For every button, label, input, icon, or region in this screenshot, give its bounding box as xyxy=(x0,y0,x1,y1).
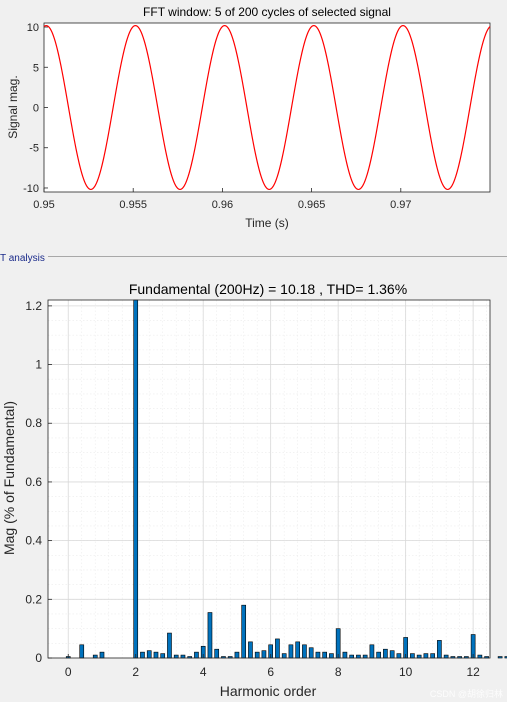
harmonic-bar xyxy=(437,640,442,659)
watermark: CSDN @胡徐归林 xyxy=(429,689,503,699)
signal-x-tick-label: 0.96 xyxy=(212,199,233,211)
harmonic-y-tick-label: 0.2 xyxy=(25,592,42,606)
signal-y-tick-label: 0 xyxy=(33,103,39,115)
harmonic-y-tick-label: 1 xyxy=(35,358,42,372)
section-label: T analysis xyxy=(0,253,48,265)
harmonic-bar xyxy=(153,651,159,659)
signal-x-tick-label: 0.97 xyxy=(390,199,411,211)
harmonic-bar xyxy=(389,650,395,659)
harmonic-ticks: 0 2 4 6 8 10 12 0 0.2 0.4 0.6 0.8 1 1.2 xyxy=(25,299,480,679)
harmonic-bar xyxy=(416,654,422,659)
harmonic-bar xyxy=(410,653,415,659)
harmonic-bar xyxy=(376,651,381,659)
harmonic-bar xyxy=(194,651,199,659)
harmonic-bar xyxy=(173,654,179,659)
harmonic-y-axis-label: Mag (% of Fundamental) xyxy=(1,401,17,555)
harmonic-bar xyxy=(477,654,483,659)
harmonic-bar xyxy=(315,651,321,659)
signal-chart: 0.95 0.955 0.96 0.965 0.97 -10 -5 0 5 10 FFT wind… xyxy=(6,5,491,230)
harmonic-bar xyxy=(180,654,186,659)
signal-y-tick-label: 10 xyxy=(27,22,39,34)
harmonic-x-tick-label: 4 xyxy=(200,665,207,679)
harmonic-bar xyxy=(234,651,240,659)
harmonic-bar xyxy=(167,632,172,659)
harmonic-chart-title: Fundamental (200Hz) = 10.18 , THD= 1.36% xyxy=(129,281,407,297)
harmonic-bar xyxy=(140,651,145,659)
harmonic-bar xyxy=(146,650,152,659)
harmonic-bar xyxy=(356,654,361,659)
harmonic-bar xyxy=(92,654,98,659)
harmonic-bar xyxy=(443,654,449,659)
harmonic-bar xyxy=(214,648,220,659)
harmonic-bar xyxy=(275,638,280,659)
harmonic-bar xyxy=(288,644,294,659)
harmonic-bar xyxy=(302,644,307,659)
harmonic-x-tick-label: 10 xyxy=(399,665,413,679)
signal-y-tick-label: -10 xyxy=(23,183,39,195)
harmonic-x-tick-label: 6 xyxy=(267,665,274,679)
harmonic-bar xyxy=(423,653,429,659)
harmonic-bar xyxy=(295,641,300,659)
harmonic-x-tick-label: 2 xyxy=(132,665,139,679)
harmonic-y-tick-label: 0.4 xyxy=(25,534,42,548)
harmonic-bar xyxy=(79,644,85,659)
harmonic-bar xyxy=(281,653,287,659)
harmonic-bar xyxy=(207,612,213,659)
harmonic-bar xyxy=(349,654,354,659)
harmonic-bar xyxy=(497,656,503,659)
harmonic-plot-area xyxy=(48,300,490,658)
harmonic-bar xyxy=(396,653,402,659)
signal-chart-title: FFT window: 5 of 200 cycles of selected … xyxy=(143,5,391,19)
harmonic-bar xyxy=(160,653,166,659)
harmonic-bar xyxy=(342,651,348,659)
harmonic-bar xyxy=(362,654,368,659)
signal-x-tick-label: 0.95 xyxy=(33,199,54,211)
signal-y-tick-label: 5 xyxy=(33,62,39,74)
signal-x-axis-label: Time (s) xyxy=(245,216,289,230)
harmonic-bar xyxy=(99,651,105,659)
harmonic-plot-frame xyxy=(47,299,491,659)
harmonic-bar xyxy=(254,651,260,659)
section-divider xyxy=(0,256,507,257)
harmonic-y-tick-label: 0.8 xyxy=(25,416,42,430)
harmonic-x-axis-label: Harmonic order xyxy=(220,683,317,699)
harmonic-bar xyxy=(248,641,253,659)
harmonic-x-tick-label: 0 xyxy=(65,665,72,679)
signal-ticks: 0.95 0.955 0.96 0.965 0.97 -10 -5 0 5 10 xyxy=(23,22,411,211)
harmonic-bar xyxy=(261,650,267,659)
harmonic-y-tick-label: 0.6 xyxy=(25,475,42,489)
harmonic-y-tick-label: 0 xyxy=(35,651,42,665)
harmonic-bar xyxy=(369,644,375,659)
harmonic-bar xyxy=(335,628,341,659)
signal-line xyxy=(43,24,491,191)
harmonic-chart: 0 2 4 6 8 10 12 0 0.2 0.4 0.6 0.8 1 1.2 Fundamental (… xyxy=(1,281,507,699)
harmonic-bar xyxy=(133,299,139,659)
harmonic-bar xyxy=(241,604,247,659)
signal-x-tick-label: 0.955 xyxy=(119,199,147,211)
harmonic-bar xyxy=(430,653,435,659)
harmonic-bar xyxy=(383,648,388,659)
harmonic-bar xyxy=(329,653,334,659)
harmonic-x-tick-label: 12 xyxy=(466,665,480,679)
harmonic-bar xyxy=(308,647,314,659)
signal-x-tick-label: 0.965 xyxy=(298,199,326,211)
harmonic-bar xyxy=(322,651,327,659)
harmonic-x-tick-label: 8 xyxy=(335,665,342,679)
signal-y-axis-label: Signal mag. xyxy=(6,75,20,138)
signal-y-tick-label: -5 xyxy=(29,143,39,155)
signal-plot-area xyxy=(43,22,491,193)
harmonic-y-tick-label: 1.2 xyxy=(25,299,42,313)
